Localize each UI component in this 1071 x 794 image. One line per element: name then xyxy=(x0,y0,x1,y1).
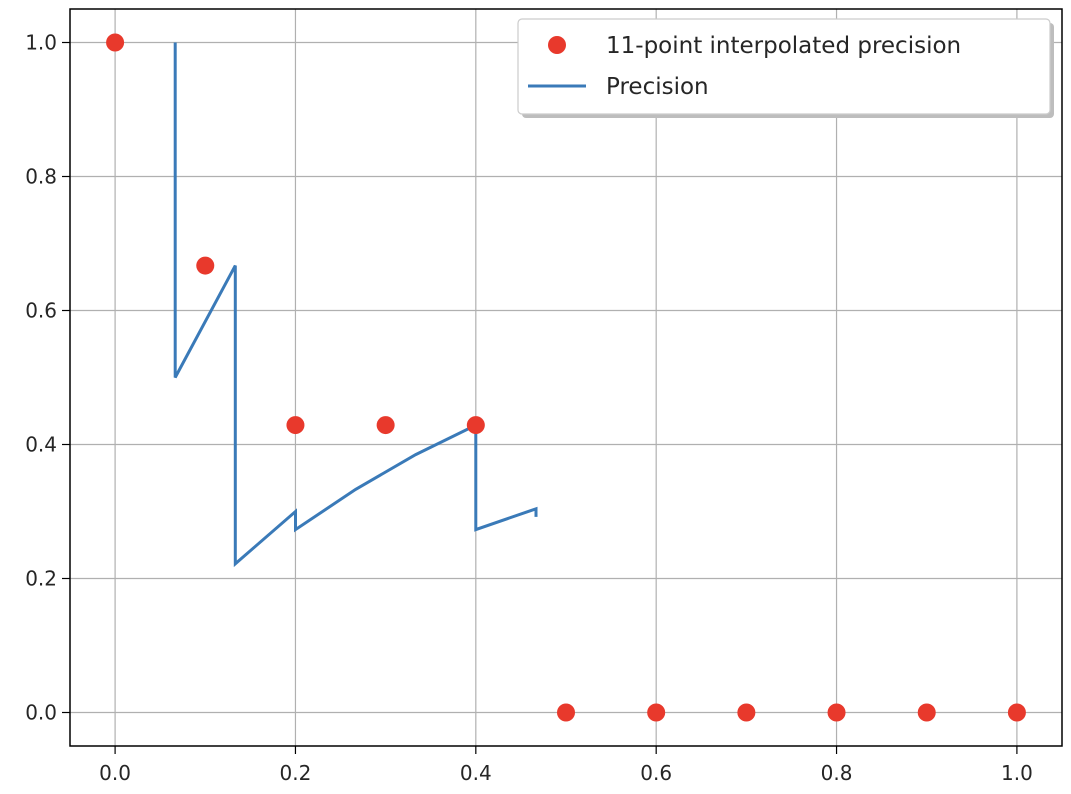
y-tick-label: 1.0 xyxy=(25,31,57,55)
interpolated-precision-point xyxy=(647,703,666,722)
interpolated-precision-point xyxy=(827,703,846,722)
y-axis: 0.0 0.2 0.4 0.6 0.8 1.0 xyxy=(25,31,70,725)
interpolated-precision-point xyxy=(106,33,125,52)
y-tick-label: 0.8 xyxy=(25,165,57,189)
legend-label-interpolated: 11-point interpolated precision xyxy=(606,33,961,59)
x-tick-label: 0.4 xyxy=(460,761,492,785)
grid-lines xyxy=(70,9,1062,746)
interpolated-precision-point xyxy=(376,416,395,435)
y-tick-label: 0.2 xyxy=(25,567,57,591)
legend-box xyxy=(517,18,1051,115)
y-tick-label: 0.6 xyxy=(25,299,57,323)
precision-line xyxy=(173,42,538,568)
x-tick-label: 0.8 xyxy=(821,761,853,785)
x-tick-label: 0.6 xyxy=(640,761,672,785)
interpolated-precision-point xyxy=(286,416,305,435)
x-tick-label: 0.2 xyxy=(280,761,312,785)
plot-frame xyxy=(69,8,1063,747)
interpolated-precision-point xyxy=(196,256,215,275)
precision-line-layer xyxy=(173,42,538,568)
legend-marker-interpolated xyxy=(548,36,566,54)
interpolated-points-layer xyxy=(106,33,1026,722)
x-tick-label: 0.0 xyxy=(99,761,131,785)
legend: 11-point interpolated precision Precisio… xyxy=(517,18,1054,118)
y-tick-label: 0.0 xyxy=(25,701,57,725)
interpolated-precision-point xyxy=(557,703,575,722)
interpolated-precision-point xyxy=(737,703,756,722)
x-axis: 0.0 0.2 0.4 0.6 0.8 1.0 xyxy=(99,746,1033,785)
x-tick-label: 1.0 xyxy=(1001,761,1033,785)
legend-label-precision: Precision xyxy=(606,74,709,100)
interpolated-precision-point xyxy=(917,703,936,722)
y-tick-label: 0.4 xyxy=(25,433,57,457)
interpolated-precision-point xyxy=(1007,703,1026,722)
interpolated-precision-point xyxy=(466,416,485,435)
